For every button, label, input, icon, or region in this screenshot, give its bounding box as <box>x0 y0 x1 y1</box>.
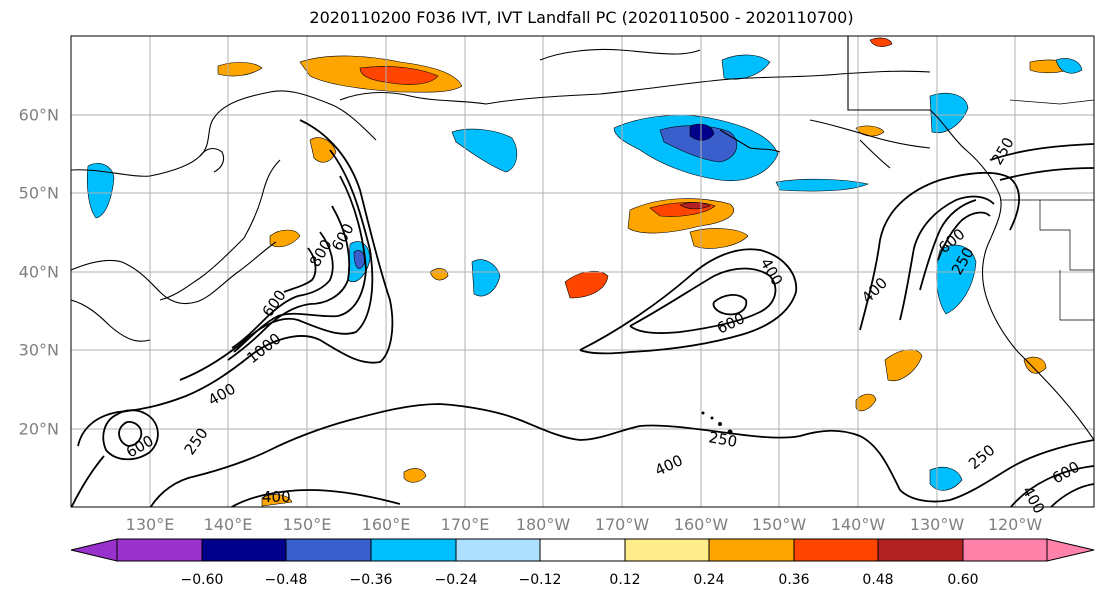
lon-label: 170°W <box>594 515 650 534</box>
colorbar-segment <box>877 538 964 562</box>
map-title: 2020110200 F036 IVT, IVT Landfall PC (20… <box>309 8 854 27</box>
colorbar-segment <box>793 538 879 562</box>
lon-label: 180°W <box>515 515 571 534</box>
colorbar-segment <box>624 538 710 562</box>
positive-pc-patch <box>359 66 439 85</box>
lon-label: 160°W <box>673 515 729 534</box>
colorbar <box>70 538 1095 562</box>
lon-label: 170°E <box>440 515 490 534</box>
positive-pc-patch <box>403 468 427 483</box>
lon-label: 130°W <box>909 515 965 534</box>
colorbar-segment <box>539 538 626 562</box>
colorbar-tick: 0.36 <box>778 572 810 588</box>
positive-pc-patch <box>689 228 749 249</box>
ivt-contours <box>71 119 1094 507</box>
colorbar-segment <box>455 538 541 562</box>
map-area <box>71 36 1094 507</box>
positive-pc-patch <box>855 393 877 412</box>
colorbar-segment <box>962 538 1048 562</box>
lon-label: 150°E <box>282 515 332 534</box>
negative-pc-patch <box>775 178 869 192</box>
positive-pc-patch <box>884 349 923 382</box>
lon-label: 150°W <box>751 515 807 534</box>
colorbar-min-extension <box>70 538 118 562</box>
lat-label: 20°N <box>18 419 59 439</box>
colorbar-segment <box>116 538 203 562</box>
map-frame <box>70 35 1095 508</box>
negative-pc-patch <box>86 163 115 219</box>
colorbar-segment <box>708 538 795 562</box>
colorbar-max-extension <box>1046 538 1095 562</box>
colorbar-segment <box>285 538 372 562</box>
colorbar-segment <box>370 538 457 562</box>
positive-pc-patch <box>564 270 609 299</box>
pc-shading <box>86 37 1083 507</box>
positive-pc-patch <box>217 62 263 77</box>
colorbar-tick: −0.48 <box>264 572 308 588</box>
negative-pc-patch <box>353 250 365 269</box>
positive-pc-patch <box>679 202 711 210</box>
positive-pc-patch <box>261 494 293 507</box>
lon-label: 140°E <box>203 515 253 534</box>
positive-pc-patch <box>309 137 337 163</box>
colorbar-tick: −0.36 <box>349 572 393 588</box>
coastlines <box>71 36 1094 441</box>
lat-label: 30°N <box>18 340 59 360</box>
lon-label: 120°W <box>987 515 1043 534</box>
colorbar-segment <box>201 538 287 562</box>
positive-pc-patch <box>869 37 893 47</box>
contour-label: 400 <box>262 488 291 506</box>
lon-label: 160°E <box>361 515 411 534</box>
positive-pc-patch <box>1023 356 1047 374</box>
colorbar-tick: 0.48 <box>862 572 894 588</box>
lat-label: 40°N <box>18 262 59 282</box>
colorbar-tick: 0.24 <box>693 572 725 588</box>
positive-pc-patch <box>269 229 301 248</box>
positive-pc-patch <box>429 268 449 281</box>
negative-pc-patch <box>451 128 518 173</box>
negative-pc-patch <box>929 93 969 134</box>
contour-label: 250 <box>707 428 738 451</box>
colorbar-tick: −0.60 <box>180 572 224 588</box>
lat-label: 50°N <box>18 183 59 203</box>
lat-label: 60°N <box>18 105 59 125</box>
graticule <box>71 36 1094 507</box>
lon-label: 130°E <box>125 515 175 534</box>
negative-pc-patch <box>929 467 963 491</box>
lon-label: 140°W <box>830 515 886 534</box>
negative-pc-patch <box>689 123 715 141</box>
colorbar-tick: 0.60 <box>947 572 979 588</box>
colorbar-tick: 0.12 <box>609 572 641 588</box>
negative-pc-patch <box>471 259 501 297</box>
colorbar-tick: −0.12 <box>518 572 562 588</box>
colorbar-tick: −0.24 <box>434 572 478 588</box>
political-borders <box>1000 99 1094 321</box>
negative-pc-patch <box>1055 58 1083 74</box>
